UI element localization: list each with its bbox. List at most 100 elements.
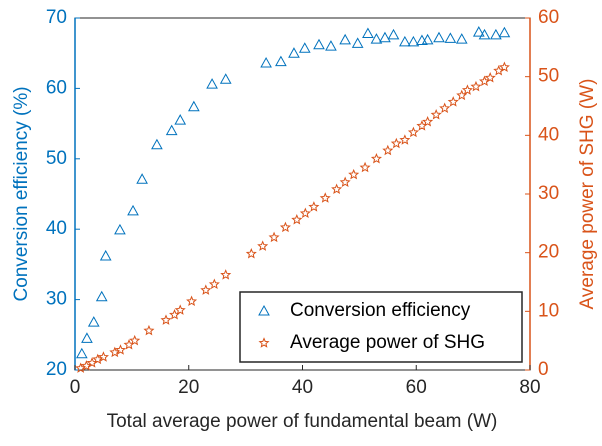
data-point [331, 183, 343, 195]
data-point [99, 249, 112, 261]
data-point [370, 152, 382, 164]
data-point [399, 134, 411, 145]
data-point [447, 96, 459, 107]
data-point [188, 100, 200, 112]
data-point [359, 161, 371, 173]
data-point [151, 138, 163, 150]
x-tick-label: 40 [292, 377, 313, 398]
data-point [325, 40, 337, 51]
y-tick-label: 40 [46, 218, 67, 239]
data-point [470, 80, 482, 92]
data-point [430, 108, 442, 120]
data-point [484, 72, 496, 83]
y2-tick-label: 30 [538, 183, 559, 204]
data-point [339, 176, 351, 187]
data-point [439, 102, 451, 114]
data-point [313, 38, 325, 50]
x-tick-label: 20 [178, 377, 199, 398]
data-point [390, 137, 402, 149]
data-point [206, 78, 218, 89]
data-point [220, 269, 232, 280]
data-point [422, 116, 434, 127]
y2-tick-label: 60 [538, 7, 559, 28]
data-point [472, 26, 485, 37]
data-point [87, 316, 100, 327]
data-point [433, 31, 445, 43]
x-tick-label: 80 [519, 377, 540, 398]
legend-marker [258, 337, 270, 348]
legend-box [239, 291, 523, 363]
data-point [288, 47, 300, 58]
data-point [455, 33, 468, 44]
data-point [348, 168, 360, 180]
x-axis-label: Total average power of fundamental beam … [107, 411, 498, 432]
data-point [136, 173, 148, 184]
data-point [97, 351, 109, 362]
y2-tick-label: 20 [538, 242, 559, 263]
data-point [114, 344, 127, 355]
data-point [114, 223, 126, 235]
y2-tick-label: 10 [538, 300, 559, 321]
data-point [75, 347, 88, 359]
data-point [387, 28, 400, 40]
data-point [143, 324, 155, 336]
data-point [260, 57, 272, 68]
data-point [498, 61, 510, 72]
data-point [174, 304, 186, 315]
legend-marker [258, 304, 270, 316]
data-point [490, 28, 502, 40]
data-point [308, 201, 320, 212]
data-point [200, 284, 212, 295]
data-point [407, 35, 420, 47]
data-point [275, 55, 287, 67]
data-point [95, 290, 108, 302]
y-axis-label: Conversion efficiency (%) [11, 86, 32, 301]
y-tick-label: 60 [46, 77, 67, 98]
data-point [407, 126, 419, 138]
data-point [160, 314, 172, 325]
y-tick-label: 50 [46, 148, 67, 169]
data-point [268, 231, 280, 243]
y2-tick-label: 40 [538, 124, 559, 145]
data-point [319, 192, 331, 203]
data-point [478, 28, 491, 40]
data-point [279, 221, 291, 233]
data-point [257, 240, 269, 251]
data-point [127, 204, 139, 216]
data-point [299, 207, 311, 219]
x-tick-label: 60 [406, 377, 427, 398]
data-point [444, 32, 457, 43]
data-point [379, 31, 391, 43]
data-point [186, 295, 198, 307]
data-point [208, 278, 220, 290]
y2-tick-label: 50 [538, 66, 559, 87]
data-point [129, 334, 141, 346]
legend-label: Conversion efficiency [290, 300, 471, 321]
data-point [81, 332, 93, 343]
y2-tick-label: 0 [538, 359, 549, 380]
data-point [245, 248, 257, 259]
data-point [416, 34, 428, 46]
y-tick-label: 20 [46, 359, 67, 380]
data-point [461, 84, 473, 95]
data-point [219, 73, 232, 84]
data-point [370, 33, 383, 44]
y2-axis-label: Average power of SHG (W) [577, 79, 598, 310]
data-point [339, 33, 352, 45]
data-point [382, 144, 394, 156]
data-point [399, 35, 411, 47]
data-point [298, 42, 311, 53]
data-point [291, 214, 303, 225]
data-point [169, 309, 181, 320]
y-tick-label: 70 [46, 7, 67, 28]
data-point [165, 124, 178, 136]
data-point [421, 33, 434, 45]
data-point [498, 26, 511, 38]
y-tick-label: 30 [46, 289, 67, 310]
data-point [362, 27, 374, 38]
data-point [351, 37, 364, 48]
data-point [174, 114, 187, 125]
legend-label: Average power of SHG [290, 332, 485, 353]
x-tick-label: 0 [70, 377, 81, 398]
